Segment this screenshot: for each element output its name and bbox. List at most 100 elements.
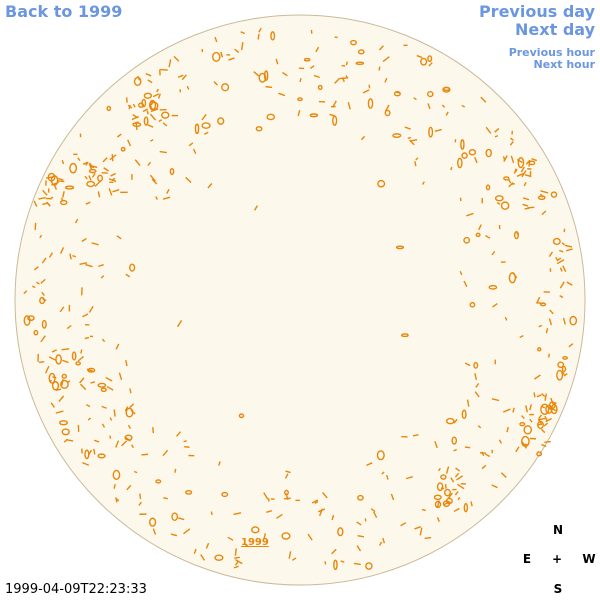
contour [463, 280, 468, 287]
contour [234, 556, 240, 559]
contour [559, 249, 564, 253]
contour [227, 536, 234, 541]
contour [145, 72, 152, 77]
contour [255, 126, 263, 132]
contour [133, 470, 138, 474]
contour [48, 372, 56, 384]
contour [540, 190, 549, 194]
contour [421, 508, 426, 512]
contour [378, 45, 384, 51]
contour [61, 373, 68, 379]
contour [124, 406, 129, 412]
contour [562, 265, 567, 273]
contour [162, 449, 169, 457]
contour [521, 415, 525, 420]
previous-hour-link[interactable]: Previous hour [508, 46, 595, 59]
timestamp: 1999-04-09T22:23:33 [5, 582, 147, 597]
contour [350, 39, 357, 46]
contour [513, 168, 517, 174]
contour [455, 467, 461, 472]
contour [454, 472, 460, 478]
contour [416, 54, 423, 59]
year-label[interactable]: 1999 [241, 537, 269, 548]
contour [161, 111, 170, 119]
contour [41, 291, 45, 297]
compass-north: N [552, 523, 564, 537]
contour [147, 79, 153, 84]
contour [552, 237, 561, 246]
contour [186, 85, 190, 90]
contour [138, 501, 142, 506]
contour [93, 439, 100, 443]
contour [540, 403, 550, 415]
next-day-link[interactable]: Next day [515, 20, 595, 39]
contour [270, 31, 276, 41]
contour [90, 381, 96, 384]
contour [38, 360, 45, 364]
compass-south: S [553, 582, 563, 596]
contour [79, 262, 88, 265]
contour [142, 108, 148, 113]
contour [569, 315, 578, 326]
contour [480, 96, 487, 103]
contour [57, 177, 64, 181]
contour [74, 218, 79, 224]
contour [174, 468, 177, 473]
contour [188, 142, 194, 147]
contour [285, 470, 291, 474]
contour [355, 61, 365, 66]
contour [32, 285, 36, 289]
contour [47, 172, 56, 182]
contour [212, 51, 221, 62]
contour [412, 433, 419, 437]
contour [548, 318, 553, 326]
contour [533, 392, 536, 398]
contour [521, 441, 528, 449]
contour [113, 483, 116, 489]
contour [561, 371, 565, 376]
contour [201, 122, 211, 129]
contour [550, 404, 558, 415]
contour [537, 423, 543, 426]
contour [218, 461, 221, 466]
contour [475, 232, 481, 238]
contour [475, 382, 480, 388]
contour [461, 152, 468, 159]
contour [494, 127, 500, 133]
contour [59, 247, 65, 254]
contour [109, 417, 113, 421]
contour [492, 303, 498, 308]
contour [87, 367, 96, 373]
contour [510, 155, 515, 164]
contour [534, 374, 541, 380]
contour [132, 103, 136, 108]
contour [177, 74, 184, 78]
contour [345, 61, 348, 66]
contour [559, 295, 564, 299]
previous-day-link[interactable]: Previous day [478, 2, 595, 21]
contour [390, 493, 395, 501]
contour [89, 164, 98, 169]
contour [125, 359, 128, 367]
contour [392, 133, 402, 139]
contour [428, 126, 434, 138]
contour [500, 472, 507, 478]
contour [384, 109, 391, 117]
contour [485, 126, 492, 134]
contour [309, 113, 319, 118]
contour [101, 338, 106, 343]
contour [42, 297, 47, 302]
contour [150, 101, 159, 111]
contour [33, 329, 39, 336]
contour [205, 542, 210, 549]
contour [109, 435, 112, 439]
contour [134, 159, 141, 167]
contour [200, 554, 206, 561]
back-link[interactable]: Back to 1999 [5, 2, 123, 21]
next-hour-link[interactable]: Next hour [533, 58, 596, 71]
contour [314, 500, 319, 504]
contour [112, 469, 121, 481]
contour [86, 180, 96, 188]
contour [263, 492, 269, 500]
